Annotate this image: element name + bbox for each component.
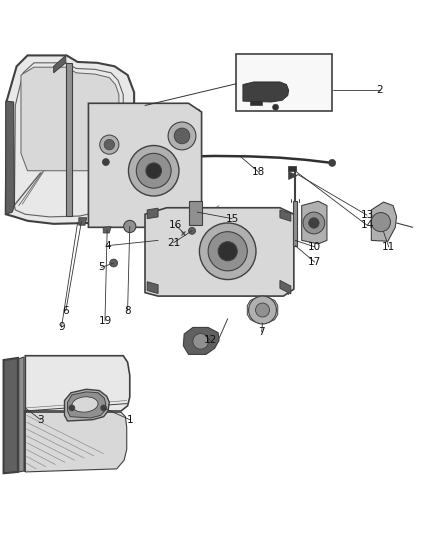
Circle shape: [104, 140, 115, 150]
Text: 3: 3: [37, 415, 44, 425]
Circle shape: [371, 213, 391, 232]
Text: 7: 7: [258, 327, 265, 337]
Circle shape: [110, 259, 117, 267]
Circle shape: [174, 128, 190, 144]
Polygon shape: [280, 210, 291, 221]
Polygon shape: [79, 218, 87, 225]
Polygon shape: [188, 201, 201, 225]
Text: 21: 21: [167, 238, 180, 247]
Polygon shape: [293, 201, 297, 246]
Text: 1: 1: [127, 415, 133, 425]
Polygon shape: [53, 55, 66, 73]
Text: 9: 9: [58, 322, 65, 333]
Circle shape: [128, 146, 179, 196]
Polygon shape: [243, 82, 289, 102]
Polygon shape: [25, 356, 130, 472]
Circle shape: [168, 122, 196, 150]
Polygon shape: [6, 55, 134, 224]
Polygon shape: [247, 298, 278, 322]
Circle shape: [309, 218, 319, 228]
Text: 10: 10: [308, 242, 321, 252]
Circle shape: [69, 405, 75, 411]
Bar: [237, 54, 332, 111]
Polygon shape: [184, 327, 219, 354]
Polygon shape: [6, 101, 14, 214]
Polygon shape: [147, 282, 158, 294]
Circle shape: [328, 159, 336, 166]
Text: 6: 6: [63, 306, 69, 316]
Polygon shape: [145, 208, 294, 296]
Text: 14: 14: [360, 220, 374, 230]
Text: 12: 12: [204, 335, 217, 345]
Text: 5: 5: [98, 262, 105, 272]
Polygon shape: [147, 208, 158, 219]
Text: 4: 4: [105, 240, 111, 251]
Text: 8: 8: [124, 306, 131, 316]
Circle shape: [101, 405, 107, 411]
Text: 16: 16: [169, 220, 182, 230]
Polygon shape: [64, 389, 110, 421]
Circle shape: [255, 303, 269, 317]
Polygon shape: [88, 103, 201, 232]
Circle shape: [303, 212, 325, 234]
Circle shape: [193, 334, 208, 349]
Polygon shape: [25, 413, 127, 472]
Ellipse shape: [72, 397, 98, 412]
Polygon shape: [103, 227, 111, 233]
Circle shape: [272, 104, 279, 110]
Text: 11: 11: [382, 242, 396, 252]
Circle shape: [218, 241, 237, 261]
Polygon shape: [67, 392, 106, 418]
Polygon shape: [4, 358, 18, 473]
Circle shape: [100, 135, 119, 154]
Circle shape: [199, 223, 256, 279]
Circle shape: [249, 296, 276, 324]
Circle shape: [102, 158, 110, 166]
Text: 18: 18: [251, 167, 265, 176]
Polygon shape: [288, 166, 296, 171]
Circle shape: [208, 232, 247, 271]
Polygon shape: [371, 202, 396, 241]
Polygon shape: [66, 63, 72, 216]
Text: 13: 13: [360, 210, 374, 220]
Polygon shape: [19, 357, 24, 472]
Text: 17: 17: [308, 257, 321, 267]
Polygon shape: [289, 172, 297, 180]
Circle shape: [124, 220, 136, 232]
Polygon shape: [280, 280, 291, 294]
Text: 19: 19: [99, 316, 112, 326]
Polygon shape: [251, 100, 261, 106]
Text: 15: 15: [226, 214, 239, 224]
Circle shape: [188, 228, 195, 235]
Text: 2: 2: [377, 85, 383, 95]
Polygon shape: [21, 67, 119, 171]
Polygon shape: [302, 201, 327, 244]
Circle shape: [136, 154, 171, 188]
Circle shape: [146, 163, 162, 179]
